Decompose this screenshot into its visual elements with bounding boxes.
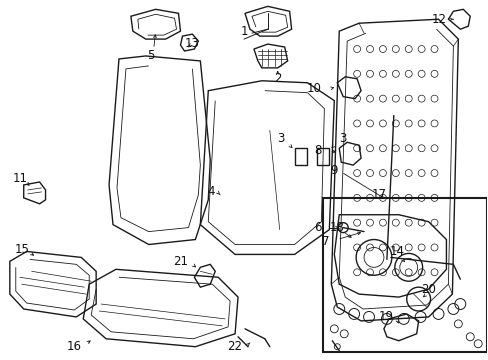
Text: 6: 6 bbox=[313, 221, 321, 234]
Text: 4: 4 bbox=[207, 185, 215, 198]
Text: 11: 11 bbox=[12, 171, 27, 185]
Text: 2: 2 bbox=[273, 72, 281, 85]
Text: 17: 17 bbox=[371, 188, 386, 201]
Text: 12: 12 bbox=[430, 13, 446, 26]
Text: 20: 20 bbox=[420, 283, 435, 296]
Text: 15: 15 bbox=[14, 243, 29, 256]
Text: 10: 10 bbox=[306, 82, 321, 95]
Text: 19: 19 bbox=[378, 310, 393, 323]
Text: 22: 22 bbox=[226, 340, 242, 353]
Text: 7: 7 bbox=[321, 235, 328, 248]
Text: 5: 5 bbox=[147, 49, 154, 63]
Text: 1: 1 bbox=[240, 24, 247, 38]
Text: 14: 14 bbox=[388, 245, 404, 258]
Text: 9: 9 bbox=[329, 163, 337, 176]
Text: 13: 13 bbox=[184, 37, 200, 50]
Text: 3: 3 bbox=[277, 132, 284, 145]
Text: 21: 21 bbox=[173, 255, 188, 268]
Text: 8: 8 bbox=[313, 144, 321, 157]
Text: 16: 16 bbox=[66, 340, 81, 353]
Bar bbox=[323, 198, 486, 352]
Text: 18: 18 bbox=[329, 221, 344, 234]
Text: 3: 3 bbox=[339, 132, 346, 145]
